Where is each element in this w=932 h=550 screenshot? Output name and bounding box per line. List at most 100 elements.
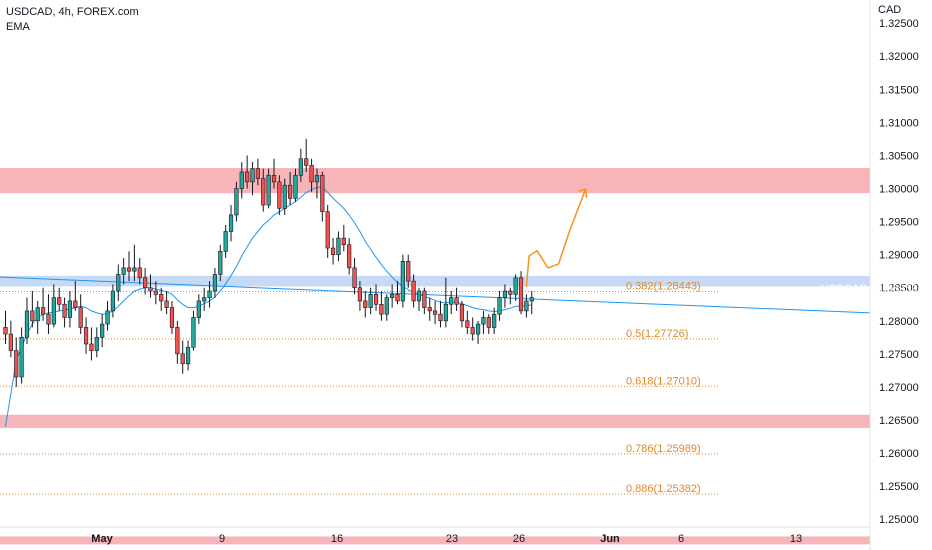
candle: [255, 158, 260, 186]
candle-body: [228, 214, 234, 232]
candle-body: [432, 310, 438, 315]
candle-body: [277, 181, 282, 209]
candle: [357, 281, 363, 311]
candle-body: [368, 294, 373, 308]
candle-body: [518, 277, 524, 312]
candle: [24, 297, 30, 344]
x-tick-1: 9: [219, 533, 225, 545]
candle-body: [35, 307, 40, 322]
candle-body: [40, 307, 46, 315]
candle-body: [288, 184, 293, 199]
candle-body: [245, 171, 250, 183]
fib-label-2: 0.618(1.27010): [626, 375, 701, 387]
candle-body: [185, 346, 191, 365]
candle: [497, 291, 502, 321]
price-tag-countdown: 02:34:52: [878, 296, 921, 308]
candle-body: [529, 297, 534, 302]
candle-body: [465, 320, 470, 328]
candle: [261, 168, 266, 212]
candle: [78, 294, 83, 335]
candle: [30, 291, 35, 328]
candle: [67, 291, 73, 328]
candle: [126, 251, 132, 282]
candle-body: [137, 267, 142, 279]
candle-body: [14, 350, 19, 378]
candle: [207, 281, 212, 308]
candle-body: [153, 290, 158, 295]
candle-body: [395, 294, 400, 302]
candle-body: [271, 174, 277, 183]
candle: [105, 300, 110, 331]
candle: [196, 294, 201, 325]
x-tick-0: May: [91, 533, 113, 545]
candle: [400, 254, 405, 308]
candle: [459, 300, 465, 328]
y-tick-3: 1.31000: [879, 117, 919, 129]
candle-body: [24, 310, 30, 338]
candle: [277, 175, 282, 215]
candle: [148, 274, 153, 298]
currency-label: CAD: [878, 4, 902, 16]
candle: [14, 337, 19, 387]
candle-body: [411, 280, 416, 302]
candle-body: [341, 237, 346, 246]
candle-body: [250, 168, 255, 183]
x-tick-4: 26: [513, 533, 525, 545]
candle: [73, 281, 78, 311]
y-tick-13: 1.26000: [879, 448, 919, 460]
candle-body: [347, 244, 352, 269]
y-tick-14: 1.25500: [879, 481, 919, 493]
candle: [164, 291, 169, 315]
candle-body: [330, 247, 336, 255]
candle: [416, 287, 422, 311]
candle: [475, 320, 481, 344]
candle-body: [169, 307, 175, 328]
candle-body: [438, 313, 443, 322]
candle: [368, 287, 373, 315]
candle-body: [304, 158, 309, 166]
candle: [449, 291, 454, 315]
candle-body: [266, 174, 271, 206]
x-tick-6: 6: [678, 533, 684, 545]
candle-body: [116, 274, 121, 292]
candle: [438, 300, 443, 328]
y-tick-5: 1.30000: [879, 184, 919, 196]
candle: [116, 264, 121, 301]
y-tick-12: 1.26500: [879, 415, 919, 427]
candle: [83, 317, 89, 354]
candle: [100, 314, 105, 348]
candle-body: [143, 277, 148, 289]
candle: [159, 287, 164, 311]
candle: [330, 238, 336, 265]
candle: [486, 314, 491, 335]
y-tick-1: 1.32000: [879, 51, 919, 63]
price-tag-symbol: USDCAD: [821, 283, 868, 295]
candle: [94, 327, 99, 358]
candle-body: [89, 343, 94, 351]
candle: [379, 291, 384, 321]
candle-body: [218, 251, 223, 275]
chart-title: USDCAD, 4h, FOREX.com: [6, 6, 139, 18]
candle: [373, 284, 379, 311]
candle-body: [159, 294, 164, 302]
y-tick-15: 1.25000: [879, 514, 919, 526]
candle-body: [78, 307, 83, 328]
candle-body: [320, 174, 325, 212]
y-tick-8: 1.28500: [879, 283, 919, 295]
candle-body: [352, 267, 357, 289]
ema-line: [5, 186, 532, 427]
candle: [454, 287, 459, 311]
candle: [411, 274, 416, 308]
x-tick-3: 23: [446, 533, 458, 545]
candle: [304, 138, 309, 172]
indicator-label[interactable]: EMA: [6, 21, 30, 33]
candle-body: [384, 297, 389, 315]
candle: [314, 168, 320, 199]
candle-body: [336, 237, 341, 255]
y-tick-9: 1.28000: [879, 316, 919, 328]
candle-body: [148, 287, 153, 292]
candle: [228, 205, 234, 242]
candle: [185, 340, 191, 371]
candle: [384, 294, 389, 321]
